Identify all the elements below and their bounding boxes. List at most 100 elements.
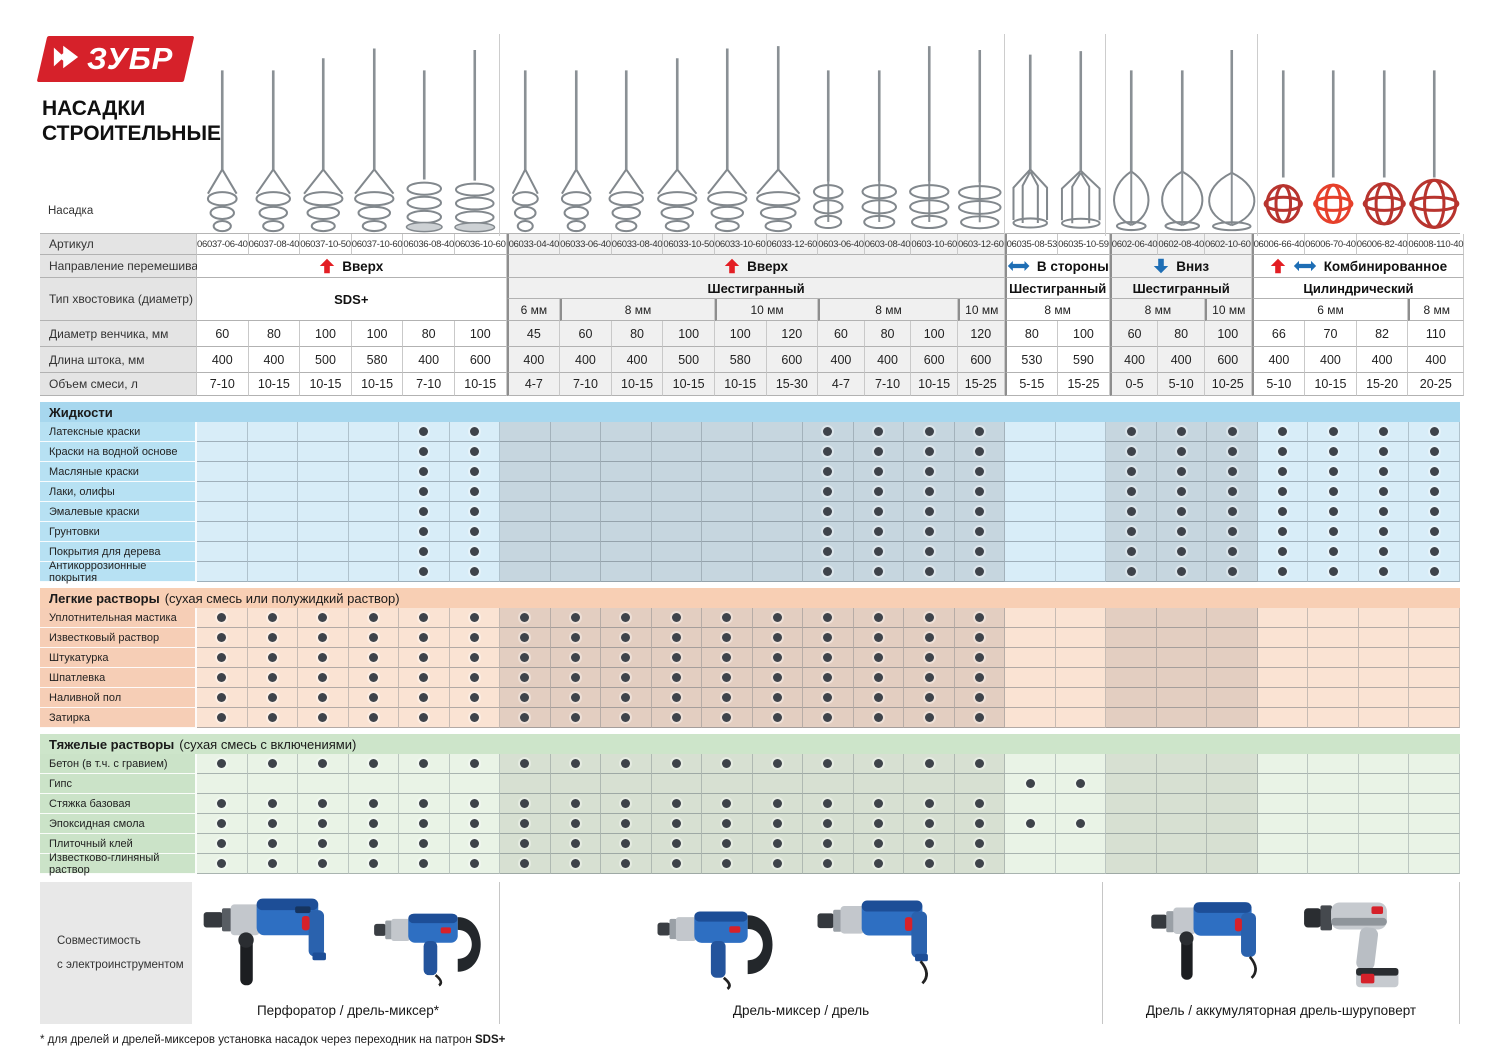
matrix-cell <box>1005 854 1056 874</box>
matrix-cell <box>1106 482 1157 502</box>
volume-cell: 7-10 <box>403 373 455 396</box>
matrix-cell <box>1055 422 1107 442</box>
matrix-cell <box>1055 668 1107 688</box>
dot-marker <box>1227 507 1237 516</box>
matrix-cell <box>954 462 1006 482</box>
mixer-drill-image <box>657 911 773 990</box>
dot-marker <box>267 799 277 808</box>
dot-marker <box>1328 507 1338 516</box>
matrix-cell <box>500 542 551 562</box>
matrix-cell <box>500 854 551 874</box>
matrix-cell <box>1156 462 1208 482</box>
matrix-cell <box>601 502 652 522</box>
dot-marker <box>267 613 277 622</box>
matrix-cell <box>550 442 602 462</box>
matrix-cell <box>197 482 248 502</box>
matrix-cell <box>904 814 955 834</box>
matrix-cell <box>601 442 652 462</box>
dot-marker <box>924 427 934 436</box>
matrix-cell <box>197 522 248 542</box>
matrix-row-label: Известково-глиняный раствор <box>40 852 197 876</box>
matrix-cell <box>197 648 248 668</box>
article-cell: 0603-12-60 <box>957 234 1005 255</box>
dot-marker <box>823 839 833 848</box>
matrix-cell <box>449 462 501 482</box>
matrix-cell <box>904 794 955 814</box>
dot-marker <box>671 859 681 868</box>
matrix-cell <box>601 462 652 482</box>
matrix-cell <box>1207 774 1258 794</box>
matrix-cell <box>601 754 652 774</box>
matrix-cell <box>803 522 854 542</box>
matrix-cell <box>1055 462 1107 482</box>
matrix-cell <box>954 502 1006 522</box>
dot-marker <box>1177 427 1187 436</box>
matrix-cell <box>197 708 248 728</box>
dot-marker <box>318 859 328 868</box>
volume-cell: 7-10 <box>864 373 912 396</box>
article-cell: 06036-10-60 <box>454 234 507 255</box>
dot-marker <box>267 673 277 682</box>
matrix-cell <box>904 562 955 582</box>
dot-marker <box>318 759 328 768</box>
matrix-cell <box>904 522 955 542</box>
dot-marker <box>1379 507 1389 516</box>
matrix-cell <box>500 462 551 482</box>
dot-marker <box>975 467 985 476</box>
dot-marker <box>1379 427 1389 436</box>
footnote: * для дрелей и дрелей-миксеров установка… <box>40 1034 506 1046</box>
matrix-cell <box>954 628 1006 648</box>
dot-marker <box>570 759 580 768</box>
matrix-cell <box>348 774 400 794</box>
matrix-cell <box>500 814 551 834</box>
attachment-image <box>349 34 400 236</box>
compat-caption: Дрель-миксер / дрель <box>732 1003 870 1018</box>
matrix-cell <box>1409 562 1460 582</box>
matrix-cell <box>298 834 349 854</box>
dot-marker <box>924 859 934 868</box>
matrix-cell <box>803 708 854 728</box>
dot-marker <box>1379 547 1389 556</box>
matrix-cell <box>399 668 450 688</box>
diameter-cell: 60 <box>818 321 865 347</box>
dot-marker <box>874 819 883 828</box>
matrix-cell <box>1207 482 1258 502</box>
compat-zone-perforator: Перфоратор / дрель-миксер* <box>197 882 500 1024</box>
matrix-cell <box>752 708 804 728</box>
dot-marker <box>621 819 631 828</box>
matrix-cell <box>298 688 349 708</box>
matrix-cell <box>1055 794 1107 814</box>
matrix-cell <box>853 774 905 794</box>
matrix-cell <box>1055 708 1107 728</box>
diameter-cell: 60 <box>1109 321 1159 347</box>
matrix-cell <box>348 708 400 728</box>
matrix-cell <box>1358 794 1410 814</box>
dot-marker <box>419 427 429 436</box>
shank-size-cell: 8 мм <box>1004 299 1110 321</box>
matrix-cell <box>1257 462 1309 482</box>
matrix-cell <box>1409 628 1460 648</box>
matrix-cell <box>550 562 602 582</box>
matrix-cell <box>803 482 854 502</box>
matrix-cell <box>651 522 703 542</box>
dot-marker <box>217 633 227 642</box>
dot-marker <box>419 633 429 642</box>
matrix-row-label: Уплотнительная мастика <box>40 608 197 628</box>
dot-marker <box>1177 547 1187 556</box>
dot-marker <box>267 859 277 868</box>
matrix-cell <box>601 688 652 708</box>
matrix-cell <box>1005 834 1056 854</box>
matrix-cell <box>298 522 349 542</box>
matrix-cell <box>1005 774 1056 794</box>
dot-marker <box>924 527 934 536</box>
dot-marker <box>520 713 530 722</box>
matrix-cell <box>651 442 703 462</box>
matrix-cell <box>702 834 753 854</box>
matrix-cell <box>449 542 501 562</box>
dot-marker <box>419 799 429 808</box>
dot-marker <box>772 673 782 682</box>
matrix-cell <box>449 562 501 582</box>
usage-matrix: Жидкости Латексные краски Краски на водной… <box>0 402 1500 876</box>
length-cell: 500 <box>663 347 715 373</box>
dot-marker <box>823 567 833 576</box>
